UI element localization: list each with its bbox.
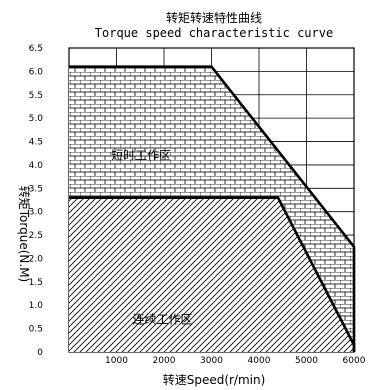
x-tick-label: 5000 [295,356,318,366]
x-tick-label: 3000 [200,356,223,366]
y-tick-label: 0.5 [29,325,43,335]
y-tick-label: 3.0 [29,208,44,218]
x-tick-label: 1000 [105,356,128,366]
y-tick-label: 3.5 [29,184,43,194]
y-tick-label: 2.0 [29,254,44,264]
chart-title: 转矩转速特性曲线 [166,10,262,25]
continuous-area [69,197,354,352]
y-axis-label: 转矩Torque(N.M) [17,186,32,282]
tick-labels: 1000 2000 3000 4000 5000 6000 0 0.5 1.0 1.5 2.0 2.5… [29,44,366,366]
y-tick-label: 6.5 [29,44,43,54]
y-tick-label: 6.0 [29,67,44,77]
x-tick-label: 2000 [153,356,176,366]
y-tick-label: 4.0 [29,161,44,171]
x-tick-label: 4000 [248,356,271,366]
y-tick-label: 0 [37,348,43,358]
zone-label: 短时工作区 [111,149,171,163]
x-tick-label: 6000 [343,356,366,366]
short-time-boundary-line [69,65,356,352]
y-tick-label: 1.0 [29,301,44,311]
zone-label: 连续工作区 [133,311,193,326]
continuous-boundary-line [69,196,356,352]
y-tick-label: 5.5 [29,91,43,101]
chart-subtitle: Torque speed characteristic curve [95,26,333,40]
y-tick-label: 5.0 [29,114,44,124]
y-tick-label: 4.5 [29,138,43,148]
y-tick-label: 1.5 [29,278,43,288]
y-tick-label: 2.5 [29,231,43,241]
x-axis-label: 转速Speed(r/min) [163,372,266,387]
